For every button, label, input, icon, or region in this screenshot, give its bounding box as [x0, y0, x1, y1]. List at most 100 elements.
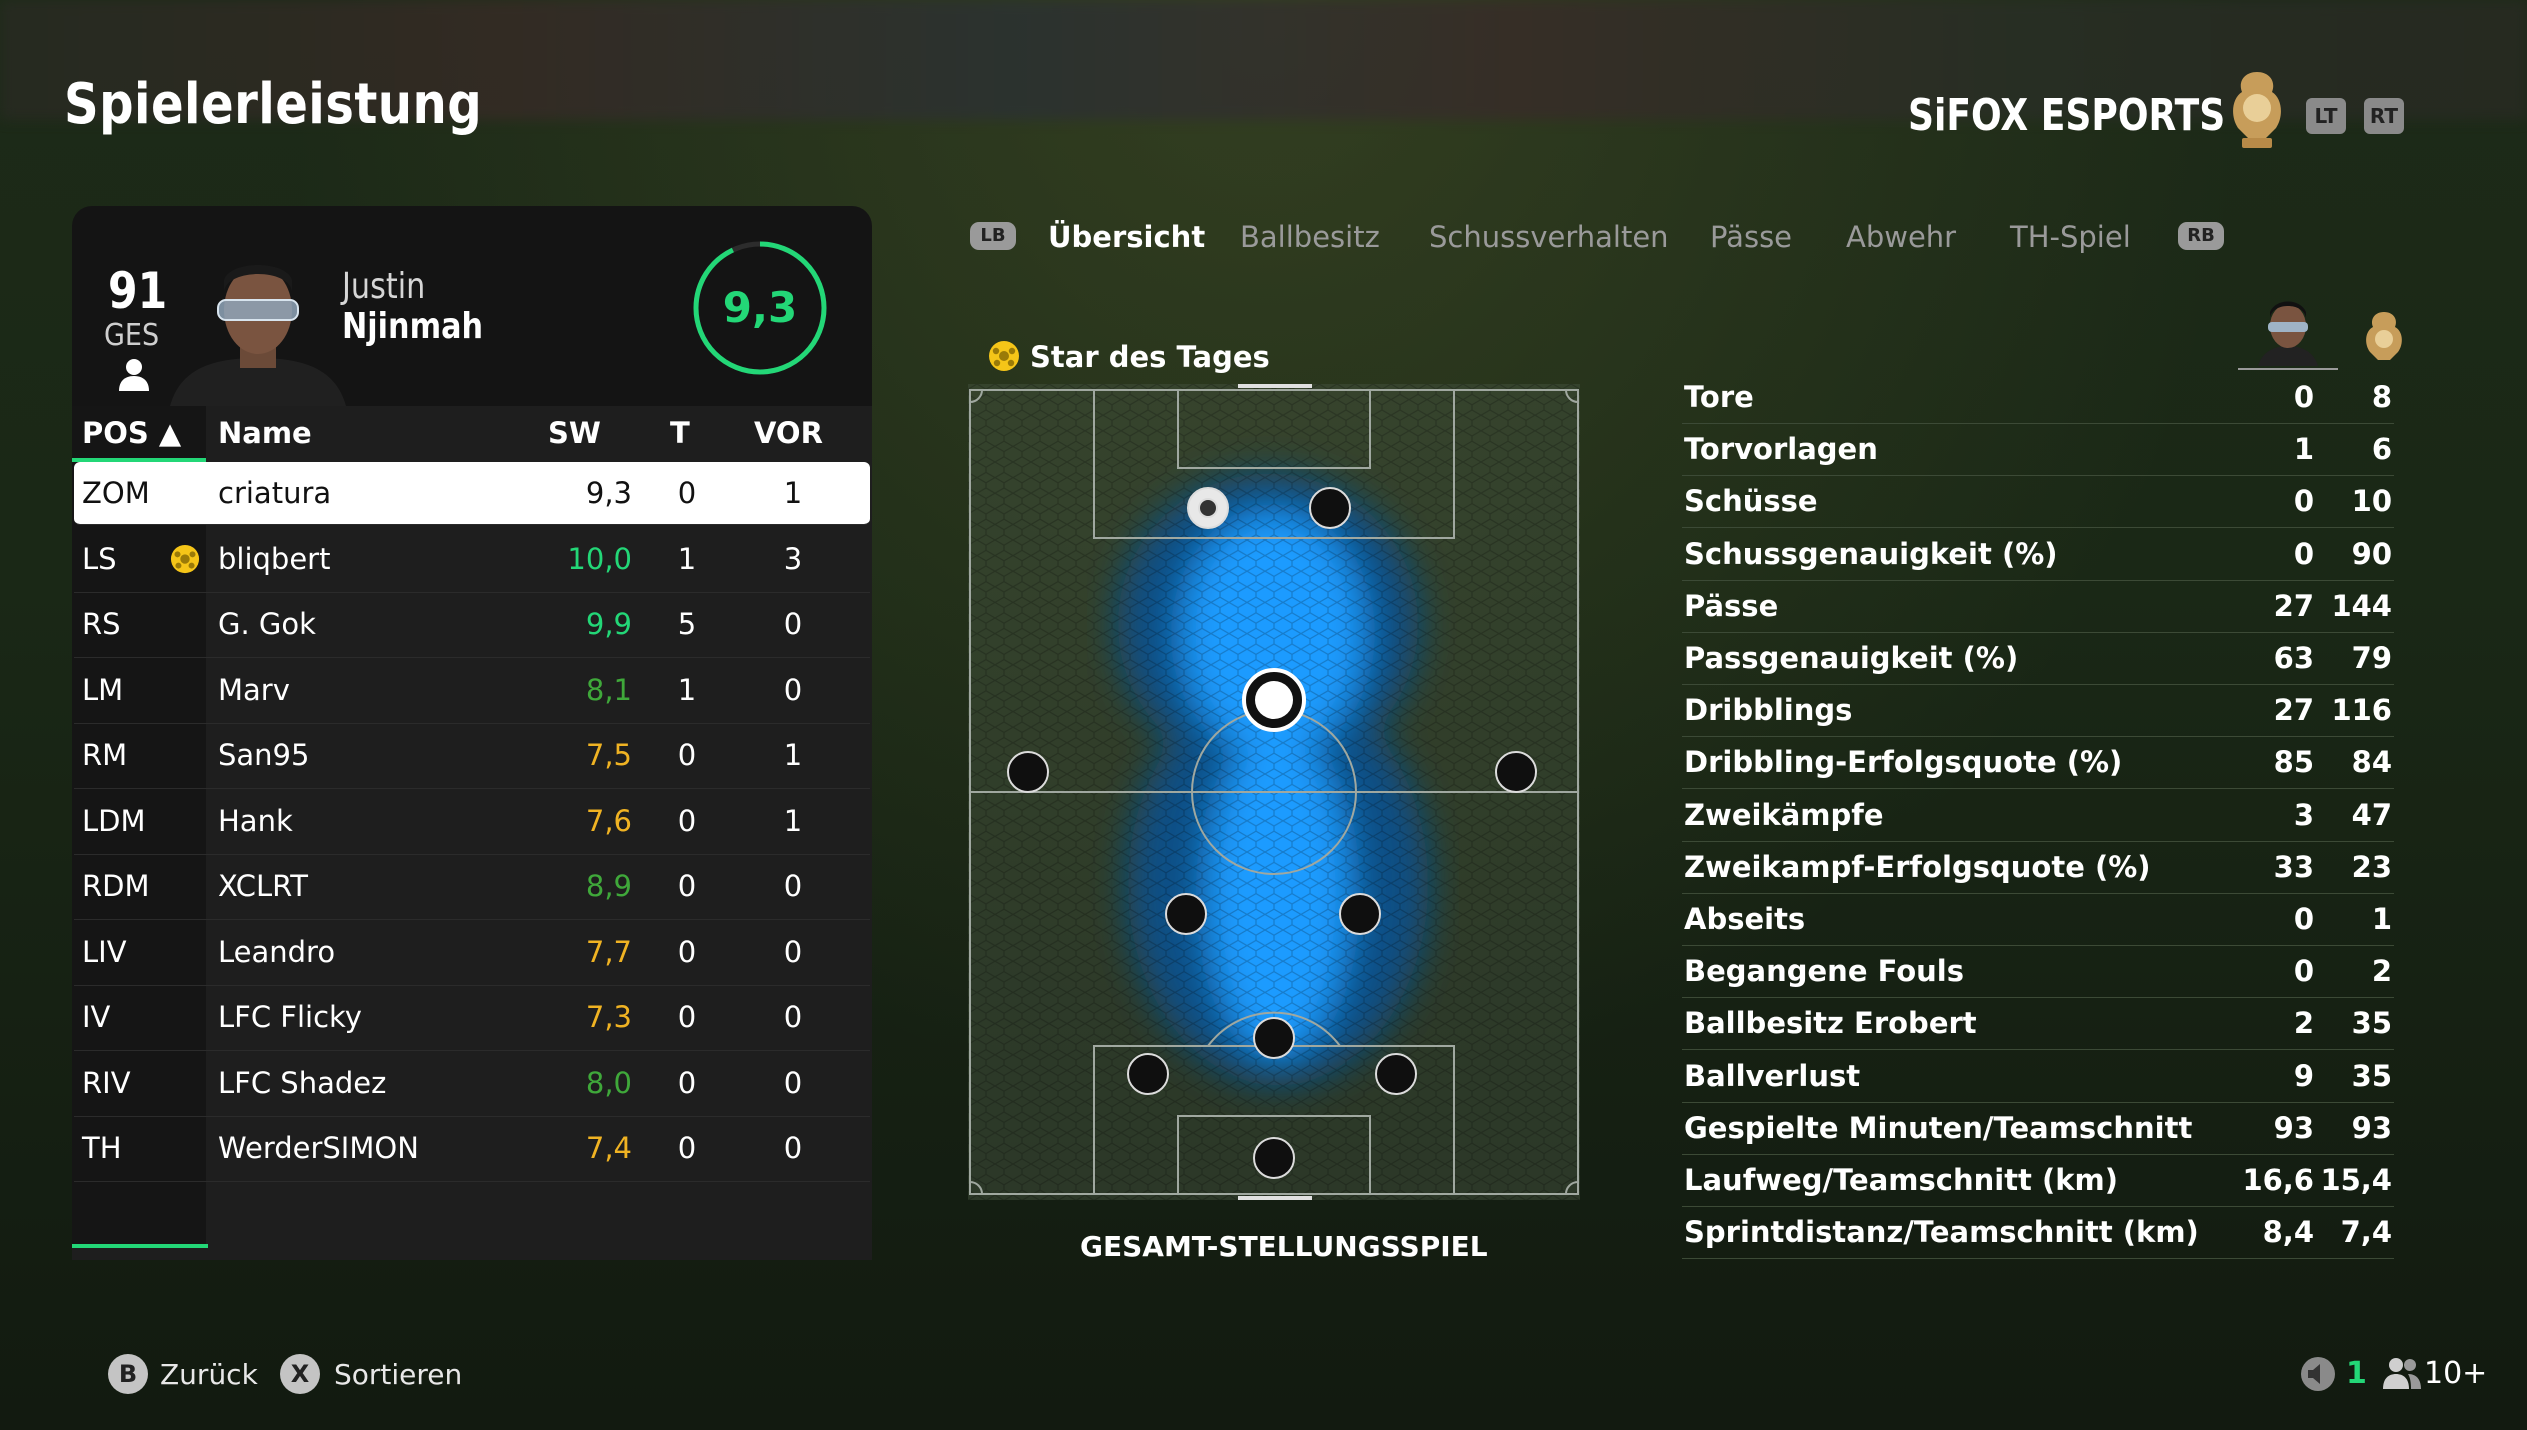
club-crest-icon: [2366, 312, 2402, 360]
stat-team-value: 79: [2351, 641, 2392, 675]
stat-row: Pässe 27 144: [1682, 581, 2394, 633]
stat-row: Passgenauigkeit (%) 63 79: [1682, 633, 2394, 685]
table-row[interactable]: IV LFC Flicky 7,3 0 0: [74, 986, 870, 1051]
people-icon: [2383, 1358, 2421, 1389]
table-row[interactable]: RIV LFC Shadez 8,0 0 0: [74, 1052, 870, 1117]
table-row[interactable]: RS G. Gok 9,9 5 0: [74, 593, 870, 658]
row-rating: 8,9: [585, 869, 632, 903]
row-position: TH: [82, 1131, 122, 1165]
stat-row: Sprintdistanz/Teamschnitt (km) 8,4 7,4: [1682, 1207, 2394, 1260]
voice-count: 1: [2346, 1356, 2367, 1391]
star-of-the-day-icon: [170, 544, 200, 573]
back-button-key[interactable]: B: [108, 1354, 148, 1394]
stat-player-value: 93: [2273, 1110, 2314, 1145]
stat-player-value: 85: [2273, 745, 2314, 780]
row-position: IV: [82, 1000, 111, 1034]
rb-button[interactable]: RB: [2178, 222, 2224, 250]
row-player-name: San95: [218, 738, 310, 772]
stat-team-value: 8: [2371, 380, 2392, 414]
tab-uebersicht[interactable]: Übersicht: [1048, 220, 1206, 254]
row-goals: 5: [677, 607, 697, 641]
row-goals: 1: [677, 541, 697, 576]
col-header-name[interactable]: Name: [218, 416, 312, 450]
sort-indicator: [72, 458, 206, 462]
row-rating: 7,4: [585, 1131, 632, 1165]
rt-button[interactable]: RT: [2364, 98, 2404, 134]
row-player-name: Hank: [218, 803, 293, 838]
stat-label: Torvorlagen: [1684, 432, 1878, 467]
table-row[interactable]: TH WerderSIMON 7,4 0 0: [74, 1117, 870, 1182]
row-player-name: WerderSIMON: [218, 1131, 419, 1165]
col-header-vor[interactable]: VOR: [754, 416, 823, 450]
row-assists: 0: [783, 1131, 803, 1165]
stat-row: Begangene Fouls 0 2: [1682, 946, 2394, 999]
table-row[interactable]: LIV Leandro 7,7 0 0: [74, 921, 870, 986]
table-row[interactable]: LS bliqbert 10,0 1 3: [74, 528, 870, 593]
stat-row: Ballbesitz Erobert 2 35: [1682, 998, 2394, 1051]
row-rating: 8,0: [585, 1065, 632, 1100]
row-rating: 7,3: [585, 1000, 632, 1034]
teammate-marker: [1375, 1053, 1417, 1095]
col-header-pos[interactable]: POS ▲: [82, 416, 182, 450]
row-position: RM: [82, 738, 128, 772]
col-header-sw[interactable]: SW: [548, 416, 601, 450]
goal-bottom: [1238, 1196, 1312, 1200]
tab-ballbesitz[interactable]: Ballbesitz: [1240, 220, 1380, 254]
row-assists: 1: [783, 803, 803, 838]
stat-row: Zweikämpfe 3 47: [1682, 790, 2394, 842]
table-row[interactable]: ZOM criatura 9,3 0 1: [74, 462, 870, 525]
page-title: Spielerleistung: [64, 72, 483, 137]
row-assists: 0: [783, 607, 803, 641]
stat-team-value: 7,4: [2340, 1215, 2392, 1250]
stat-label: Gespielte Minuten/Teamschnitt: [1684, 1110, 2193, 1145]
stat-player-value: 63: [2273, 641, 2314, 675]
stat-player-value: 27: [2273, 588, 2314, 623]
teammate-marker: [1165, 893, 1207, 935]
stat-label: Dribbling-Erfolgsquote (%): [1684, 745, 2123, 780]
row-player-name: Marv: [218, 672, 290, 707]
stat-row: Ballverlust 9 35: [1682, 1051, 2394, 1103]
row-player-name: G. Gok: [218, 607, 316, 641]
stat-player-value: 33: [2273, 849, 2314, 884]
speaker-icon: [2301, 1357, 2335, 1391]
back-button-label[interactable]: Zurück: [160, 1358, 258, 1391]
table-row[interactable]: LM Marv 8,1 1 0: [74, 659, 870, 724]
lb-button[interactable]: LB: [970, 222, 1016, 250]
tab-schussverhalten[interactable]: Schussverhalten: [1429, 220, 1669, 254]
table-row[interactable]: RDM XCLRT 8,9 0 0: [74, 855, 870, 920]
teammate-marker: [1253, 1017, 1295, 1059]
teammate-marker: [1127, 1053, 1169, 1095]
tab-paesse[interactable]: Pässe: [1710, 220, 1793, 254]
sort-button-key[interactable]: X: [280, 1354, 320, 1394]
row-player-name: criatura: [218, 476, 332, 510]
table-row[interactable]: RM San95 7,5 0 1: [74, 724, 870, 789]
stat-label: Passgenauigkeit (%): [1684, 641, 2019, 675]
teammate-marker: [1339, 893, 1381, 935]
tab-abwehr[interactable]: Abwehr: [1846, 220, 1957, 254]
player-last-name: Njinmah: [342, 306, 484, 347]
row-assists: 0: [783, 1065, 803, 1100]
row-player-name: LFC Flicky: [218, 1000, 362, 1034]
stat-label: Begangene Fouls: [1684, 954, 1964, 989]
stat-player-value: 8,4: [2262, 1215, 2314, 1250]
row-rating: 7,7: [585, 934, 632, 969]
col-header-t[interactable]: T: [670, 416, 690, 450]
stat-team-value: 23: [2351, 849, 2392, 884]
stat-label: Laufweg/Teamschnitt (km): [1684, 1163, 2119, 1197]
club-name: SiFOX ESPORTS: [1908, 90, 2226, 141]
stat-label: Tore: [1684, 380, 1754, 414]
stat-label: Abseits: [1684, 902, 1806, 936]
goal-top: [1238, 384, 1312, 388]
lt-button[interactable]: LT: [2306, 98, 2346, 134]
stat-row: Schüsse 0 10: [1682, 476, 2394, 529]
match-rating-ring-fill: [693, 241, 827, 375]
stat-row: Abseits 0 1: [1682, 894, 2394, 946]
row-player-name: Leandro: [218, 934, 336, 969]
sort-button-label[interactable]: Sortieren: [334, 1358, 463, 1391]
stat-player-value: 2: [2293, 1006, 2314, 1041]
table-row[interactable]: LDM Hank 7,6 0 1: [74, 790, 870, 855]
row-player-name: bliqbert: [218, 541, 331, 576]
row-goals: 0: [677, 1131, 697, 1165]
stat-team-value: 84: [2351, 745, 2392, 780]
tab-th-spiel[interactable]: TH-Spiel: [2010, 220, 2131, 254]
